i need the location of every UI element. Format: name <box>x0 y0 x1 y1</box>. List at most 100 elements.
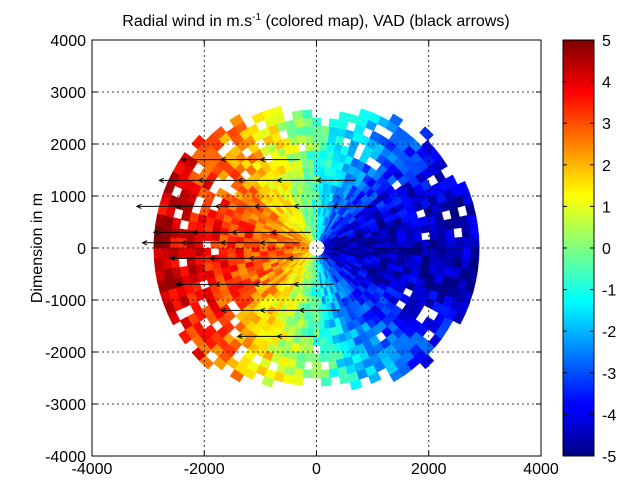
vad-arrow <box>180 156 222 163</box>
wind-cell <box>404 253 415 262</box>
colorbar-tick-label: -2 <box>602 324 616 341</box>
wind-cell <box>318 158 327 168</box>
y-tick-label: 2000 <box>50 137 86 154</box>
wind-cell <box>469 224 480 238</box>
x-tick-label: -4000 <box>72 461 113 478</box>
wind-cell <box>419 354 435 370</box>
wind-cell <box>429 255 439 266</box>
wind-cell <box>319 150 327 160</box>
wind-cell <box>454 247 464 259</box>
wind-cell <box>310 296 316 306</box>
wind-cell <box>328 118 340 129</box>
y-tick-label: -1000 <box>45 293 86 310</box>
wind-cell <box>373 247 382 253</box>
wind-cell <box>461 257 472 270</box>
wind-cell <box>307 320 315 330</box>
y-tick-label: 1000 <box>50 189 86 206</box>
colorbar-tick-label: -1 <box>602 283 616 300</box>
wind-cell <box>313 312 320 322</box>
wind-cell <box>461 225 471 239</box>
wind-cell <box>445 256 455 268</box>
vad-arrow <box>169 255 210 262</box>
wind-cell <box>462 236 472 249</box>
colorbar-ticks: 5 4 3 2 1 0 -1 -2 -3 -4 -5 <box>563 33 616 466</box>
wind-cell <box>320 369 331 379</box>
wind-cell <box>210 233 221 242</box>
wind-cell <box>210 240 220 249</box>
wind-cell <box>319 125 330 135</box>
wind-cell <box>218 234 229 243</box>
wind-cell <box>381 247 390 254</box>
wind-cell <box>453 256 463 269</box>
wind-cell <box>304 352 314 363</box>
wind-cell <box>243 367 257 381</box>
wind-cell <box>319 142 328 152</box>
wind-cell <box>291 110 304 121</box>
x-tick-label: 2000 <box>411 461 447 478</box>
chart-title-main: Radial wind in m.s <box>122 13 252 30</box>
colorbar-tick-label: 0 <box>602 241 611 258</box>
colorbar <box>562 39 595 457</box>
wind-cell <box>412 254 423 263</box>
x-axis-ticks: -4000 -2000 0 2000 4000 <box>72 40 559 478</box>
wind-cell <box>194 239 204 249</box>
wind-cell <box>338 111 351 122</box>
wind-cell <box>413 239 423 249</box>
vad-arrow <box>152 229 194 236</box>
wind-cell <box>462 247 472 260</box>
wind-cell <box>470 247 480 260</box>
chart-title-rest: (colored map), VAD (black arrows) <box>261 13 510 30</box>
wind-cell <box>170 227 180 240</box>
wind-cell <box>162 257 172 271</box>
wind-cell <box>303 125 313 135</box>
wind-cell <box>349 379 363 391</box>
wind-cell <box>319 133 329 144</box>
wind-cell <box>304 142 314 152</box>
wind-cell <box>454 236 464 249</box>
wind-cell <box>470 235 480 249</box>
y-tick-label: 4000 <box>50 33 86 50</box>
wind-cell <box>295 359 306 370</box>
vad-arrow <box>236 333 278 340</box>
wind-cell <box>194 247 204 258</box>
wind-cell <box>320 377 332 387</box>
wind-cell <box>445 174 459 189</box>
wind-cell <box>388 113 404 127</box>
y-tick-label: -3000 <box>45 397 86 414</box>
colorbar-tick-label: 4 <box>602 75 611 92</box>
vad-arrows <box>135 156 373 340</box>
y-axis-ticks: 4000 3000 2000 1000 0 -1000 -2000 -3000 -4000 <box>45 33 541 466</box>
x-tick-label: 4000 <box>523 461 559 478</box>
y-tick-label: -2000 <box>45 345 86 362</box>
colorbar-tick-label: 1 <box>602 199 611 216</box>
wind-cell <box>429 238 439 249</box>
wind-cell <box>446 237 456 249</box>
colorbar-tick-label: -4 <box>602 407 616 424</box>
wind-cell <box>309 304 315 314</box>
wind-cell <box>212 356 228 371</box>
wind-cell <box>438 247 447 258</box>
wind-cell <box>292 375 304 386</box>
wind-cell <box>251 111 265 125</box>
vad-arrow <box>141 240 182 246</box>
wind-cell <box>397 247 407 255</box>
wind-cell <box>358 108 372 120</box>
colorbar-tick-label: 3 <box>602 116 611 133</box>
vad-arrow <box>219 307 261 314</box>
wind-cell <box>191 134 206 150</box>
y-tick-label: 3000 <box>50 85 86 102</box>
wind-cell <box>446 247 456 258</box>
wind-cell <box>296 351 307 362</box>
wind-cell <box>243 242 252 249</box>
wind-cell <box>317 190 323 200</box>
wind-cell <box>368 371 382 385</box>
wind-cell <box>318 166 326 176</box>
wind-cell <box>429 247 439 257</box>
wind-cell <box>419 126 434 141</box>
wind-cell <box>177 247 187 259</box>
chart-title: Radial wind in m.s-1 (colored map), VAD … <box>122 12 509 30</box>
y-tick-label: -4000 <box>45 449 86 466</box>
wind-cell <box>457 180 470 196</box>
wind-cell <box>230 179 242 192</box>
